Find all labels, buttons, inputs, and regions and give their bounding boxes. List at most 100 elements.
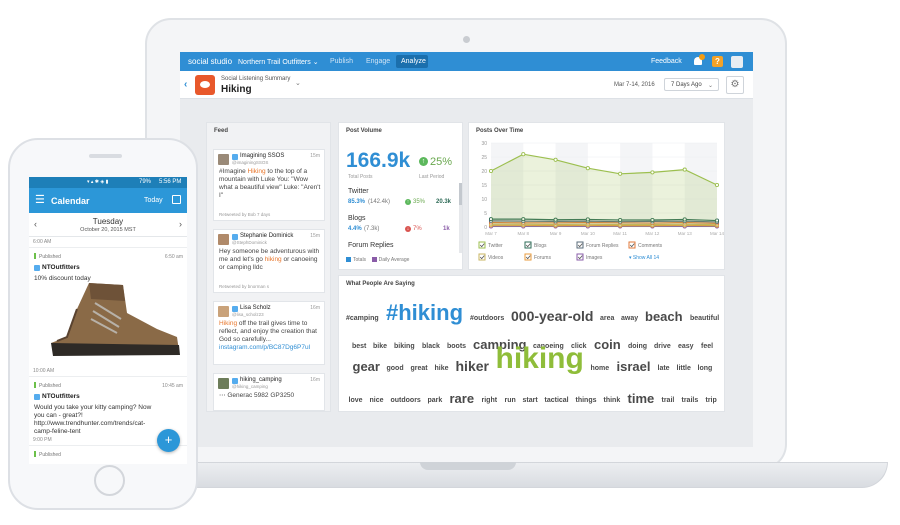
series-line-blogs — [491, 218, 718, 222]
word-cloud-term[interactable]: bike — [373, 343, 388, 350]
user-avatar[interactable] — [731, 56, 743, 68]
word-cloud-term[interactable]: beach — [645, 309, 683, 324]
tab-analyze[interactable]: Analyze — [401, 58, 426, 65]
legend-daily-average[interactable]: Daily Average — [378, 257, 410, 263]
scrollbar-thumb[interactable] — [459, 183, 462, 205]
word-cloud-term[interactable]: hike — [434, 365, 449, 372]
day-name: Tuesday — [92, 217, 124, 226]
word-cloud-term[interactable]: gear — [352, 359, 380, 374]
word-cloud-term[interactable]: late — [657, 365, 670, 372]
word-cloud-term[interactable]: love — [348, 397, 363, 404]
brand-logo[interactable]: social studio — [188, 57, 233, 66]
day-date: October 20, 2015 MST — [80, 227, 136, 233]
feed-link[interactable]: instagram.com/p/BC87Dg6P7ul — [219, 344, 311, 351]
word-cloud-term[interactable]: doing — [628, 343, 648, 350]
word-cloud-term[interactable]: best — [352, 343, 367, 350]
gear-icon[interactable]: ⚙ — [726, 76, 744, 94]
word-cloud-term[interactable]: think — [603, 397, 621, 404]
word-cloud-term[interactable]: area — [600, 315, 615, 322]
word-cloud-term[interactable]: easy — [678, 343, 694, 350]
word-cloud-term[interactable]: canoeing — [533, 343, 564, 350]
check-icon — [629, 243, 635, 248]
word-cloud-term[interactable]: trip — [705, 397, 717, 404]
app-bar: ☰ Calendar Today — [29, 188, 187, 213]
word-cloud-term[interactable]: run — [504, 397, 516, 404]
word-cloud-term[interactable]: good — [386, 365, 404, 372]
word-cloud-term[interactable]: outdoors — [390, 397, 421, 404]
add-post-button[interactable]: + — [157, 429, 180, 452]
word-cloud-term[interactable]: drive — [654, 343, 671, 350]
chevron-down-icon: ⌄ — [707, 83, 713, 89]
next-day-icon[interactable]: › — [179, 219, 182, 229]
home-button[interactable] — [94, 465, 125, 496]
word-cloud-term[interactable]: click — [571, 343, 587, 350]
word-cloud-term[interactable]: home — [590, 365, 610, 372]
scrollbar[interactable] — [459, 183, 462, 253]
calendar-icon[interactable] — [172, 195, 181, 204]
feedback-link[interactable]: Feedback — [651, 58, 682, 65]
word-cloud-term[interactable]: right — [481, 397, 498, 404]
source-last: 1k — [443, 226, 450, 232]
clock: 5:56 PM — [159, 179, 182, 185]
word-cloud-term[interactable]: rare — [449, 391, 475, 406]
word-cloud-term[interactable]: #outdoors — [470, 315, 505, 322]
twitter-icon — [34, 394, 40, 400]
word-cloud-term[interactable]: trail — [661, 397, 675, 404]
data-point — [714, 182, 720, 188]
twitter-icon — [232, 234, 238, 240]
show-all-link[interactable]: ▾ Show All 14 — [629, 255, 659, 261]
word-cloud-term[interactable]: nice — [369, 397, 384, 404]
word-cloud-term[interactable]: #camping — [346, 315, 379, 322]
source-name: Blogs — [348, 215, 366, 222]
feed-item[interactable]: Lisa Scholz @lisa_scholz23 16m Hiking of… — [213, 301, 325, 365]
legend-totals[interactable]: Totals — [353, 257, 367, 263]
word-cloud-term[interactable]: start — [522, 397, 538, 404]
word-cloud-term[interactable]: boots — [447, 343, 467, 350]
word-cloud-term[interactable]: feel — [701, 343, 714, 350]
date-range: Mar 7-14, 2016 — [614, 82, 655, 88]
feed-time: 16m — [310, 377, 320, 383]
help-icon[interactable]: ? — [712, 56, 723, 67]
word-cloud-term[interactable]: #hiking — [386, 300, 464, 325]
word-cloud-term[interactable]: away — [621, 315, 639, 322]
back-arrow-icon[interactable]: ‹ — [184, 79, 188, 90]
word-cloud-term[interactable]: hiking — [495, 342, 584, 375]
arrow-up-icon: ↑ — [405, 199, 411, 205]
today-button[interactable]: Today — [144, 197, 163, 204]
prev-day-icon[interactable]: ‹ — [34, 219, 37, 229]
word-cloud-term[interactable]: beautiful — [690, 315, 720, 322]
tab-publish[interactable]: Publish — [330, 58, 353, 65]
word-cloud-term[interactable]: time — [627, 391, 655, 406]
menu-icon[interactable]: ☰ — [35, 194, 45, 206]
word-cloud-term[interactable]: hiker — [455, 358, 489, 374]
topic-dropdown-icon[interactable]: ⌄ — [295, 80, 301, 87]
word-cloud-term[interactable]: tactical — [544, 397, 569, 404]
word-cloud-term[interactable]: long — [697, 365, 713, 372]
tab-engage[interactable]: Engage — [366, 58, 391, 65]
period-select[interactable]: 7 Days Ago ⌄ — [664, 78, 719, 91]
x-tick-label: Mar 14 — [710, 231, 725, 236]
feed-item[interactable]: Stephanie Dominick @StephDominick 15m He… — [213, 229, 325, 293]
word-cloud-term[interactable]: great — [410, 365, 428, 372]
word-cloud-term[interactable]: biking — [394, 343, 415, 350]
word-cloud-term[interactable]: black — [422, 343, 440, 350]
legend-checkbox — [478, 241, 486, 249]
word-cloud-term[interactable]: things — [575, 397, 597, 404]
feed-item[interactable]: hiking_camping @hiking_camping 16m ⋯ Gen… — [213, 373, 325, 411]
feed-item[interactable]: Imagining SSOS @imaginingSSOS 15m #Imagi… — [213, 149, 325, 221]
camera-dot — [463, 36, 470, 43]
check-icon — [479, 255, 485, 260]
word-cloud-term[interactable]: park — [427, 397, 443, 404]
word-cloud-term[interactable]: trails — [681, 397, 699, 404]
post-volume-panel: Post Volume 166.9k ↑ 25% Total Posts Las… — [338, 122, 463, 270]
word-cloud-term[interactable]: little — [676, 365, 691, 372]
check-icon — [479, 243, 485, 248]
word-cloud-term[interactable]: israel — [616, 359, 651, 374]
change-percent: 25% — [430, 156, 453, 168]
bell-icon[interactable] — [694, 57, 702, 65]
word-cloud-term[interactable]: camping — [473, 337, 527, 352]
feed-text: Hey someone be adventurous with me and l… — [219, 248, 320, 271]
word-cloud-term[interactable]: 000-year-old — [511, 308, 594, 324]
word-cloud-term[interactable]: coin — [594, 337, 621, 352]
account-selector[interactable]: Northern Trail Outfitters ⌄ — [238, 58, 319, 66]
